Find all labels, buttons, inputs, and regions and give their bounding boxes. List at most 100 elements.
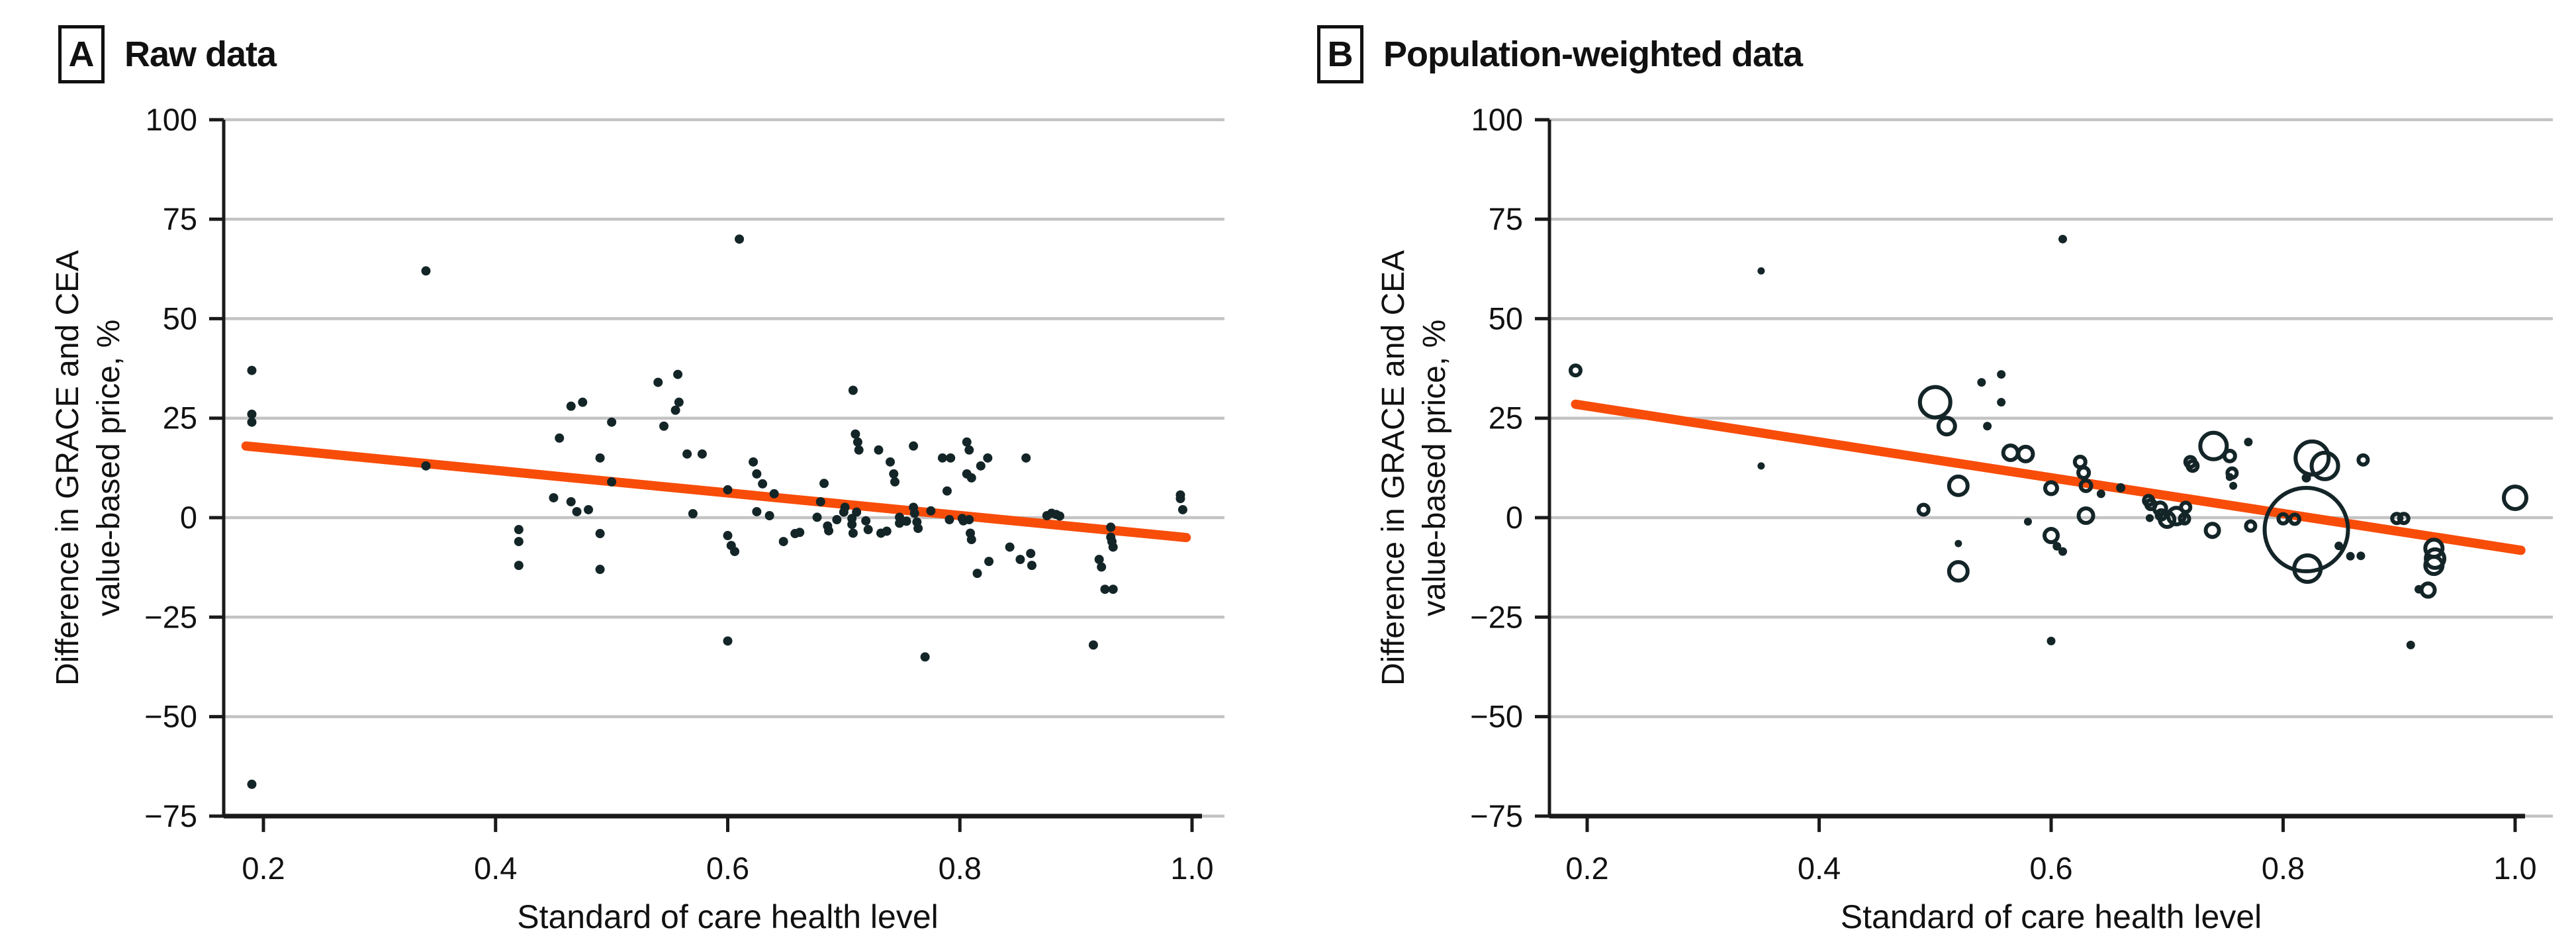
data-point [886,457,896,467]
data-point [1015,555,1025,565]
y-tick-label: 100 [1471,102,1523,137]
data-point [847,520,857,530]
gridlines [224,118,1224,818]
data-point [1088,640,1098,650]
data-point-weighted-dot [2225,473,2234,481]
y-tick-label: 50 [1489,301,1523,336]
data-point-weighted-dot [2058,547,2068,556]
data-point [976,461,986,471]
data-point [964,445,974,455]
data-point [1055,511,1065,521]
y-tick-label: 0 [1506,500,1523,535]
x-tick-label: 0.2 [242,851,285,886]
y-tick-label: −50 [144,699,197,734]
x-axis-title: Standard of care health level [517,898,939,935]
data-point [674,397,684,407]
data-point [595,453,605,463]
data-point [723,531,733,541]
data-point-weighted-dot [1955,539,1962,547]
x-tick-label: 0.4 [1798,851,1841,886]
data-point [852,507,862,517]
data-point [889,469,899,479]
data-point [247,779,257,789]
data-point-weighted-bubble [1916,502,1931,517]
data-point [901,516,911,526]
y-tick-label: 25 [163,400,197,436]
data-point [1026,549,1036,559]
data-point [882,526,892,536]
panel-population-weighted-data: B Population-weighted data 100 75 50 25 0 −25… [1288,0,2576,938]
data-point [566,401,576,411]
data-point-weighted-bubble [2397,512,2411,526]
data-point-weighted-bubble [2309,450,2340,481]
data-point [812,512,822,522]
panel-b-plot: 100 75 50 25 0 −25 −50 −75 0.2 0.4 0.6 0.8 1.0 Standa… [1376,102,2553,935]
data-point-weighted-dot [1757,267,1765,275]
data-point [673,369,683,379]
data-point [1106,522,1116,532]
data-point-weighted-dot [2116,483,2126,492]
y-tick-label: 75 [163,201,197,236]
y-tick-label: 25 [1489,400,1523,436]
y-tick-label: −75 [144,798,197,833]
data-point [595,529,605,539]
data-point [670,405,680,415]
data-point-weighted-bubble [2001,444,2020,463]
data-point [966,473,976,483]
y-tick-label: −25 [144,599,197,634]
y-tick-label: 50 [163,301,197,336]
data-point [514,537,524,547]
data-point-weighted-dot [2301,473,2311,483]
data-point-weighted-dot [2047,636,2056,645]
data-point-weighted-bubble [2276,512,2290,526]
panel-b-letter-badge: B [1317,25,1363,83]
data-point-weighted-bubble [1947,474,1970,497]
data-point [514,561,524,571]
data-point [926,506,936,516]
x-tick-label: 0.8 [939,851,982,886]
data-point [566,496,576,506]
data-point-weighted-dot [2334,541,2344,551]
gridlines [1549,118,2553,818]
data-point [764,510,774,520]
data-point-weighted-dot [2229,481,2238,490]
data-point [920,652,930,662]
panel-a-letter-badge: A [58,25,105,83]
data-point-weighted-dot [2346,551,2355,561]
x-tick-label: 0.6 [706,851,749,886]
data-point-weighted-bubble [2502,484,2528,511]
data-point [909,441,919,451]
data-points [247,234,1187,789]
data-point [607,477,617,487]
data-point [247,417,257,427]
data-point [861,516,871,526]
data-point-weighted-dot [2356,551,2366,561]
data-point [421,461,431,471]
data-point [854,445,864,455]
data-point [913,524,923,534]
data-point [723,485,733,494]
data-point [653,377,663,387]
data-point [682,449,692,459]
data-point [942,486,952,496]
x-axis: 0.2 0.4 0.6 0.8 1.0 [224,814,1214,886]
data-point-weighted-dot [1997,398,2006,407]
data-point-weighted-bubble [1917,385,1953,420]
data-point-weighted-bubble [2288,512,2302,526]
data-point [723,636,733,646]
data-point-weighted-dot [2415,585,2424,594]
data-point-weighted-bubble [2076,506,2095,525]
data-point-weighted-bubble [2043,480,2059,496]
data-point-weighted-bubble [2244,519,2258,533]
data-point [735,234,745,244]
data-point [909,508,919,518]
data-point [247,365,257,375]
x-tick-label: 0.6 [2029,851,2072,886]
data-point [983,453,993,463]
x-axis-title: Standard of care health level [1841,898,2262,935]
data-point-weighted-bubble [2016,444,2035,463]
y-tick-label: −25 [1470,599,1523,634]
panel-b-title: Population-weighted data [1383,34,1803,74]
data-point [972,569,982,579]
data-point-weighted-bubble [2198,430,2229,461]
